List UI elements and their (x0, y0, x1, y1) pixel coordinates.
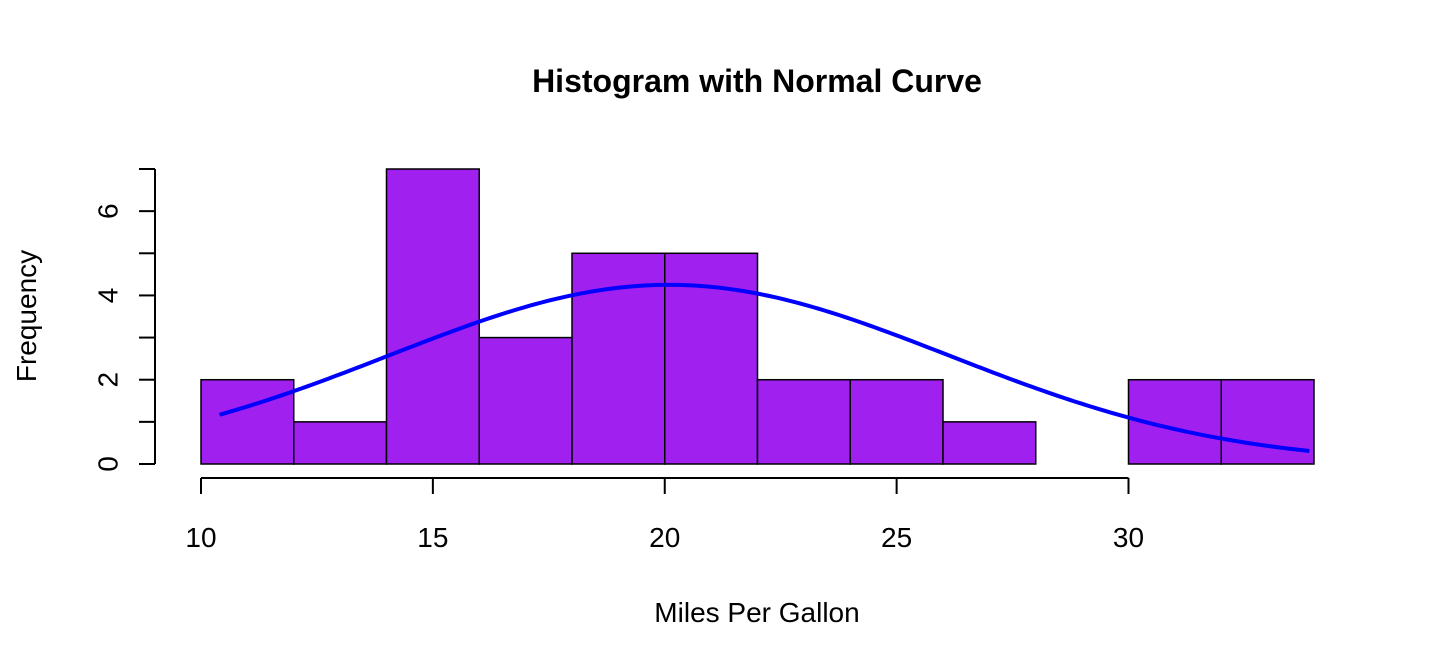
x-tick-label: 20 (649, 522, 680, 553)
y-axis-label: Frequency (11, 250, 42, 382)
y-tick-label: 6 (92, 203, 123, 219)
y-axis: 0 2 4 6 (92, 168, 156, 472)
x-tick-label: 10 (185, 522, 216, 553)
y-tick-label: 2 (92, 372, 123, 388)
x-axis-label: Miles Per Gallon (654, 597, 859, 628)
histogram-bar (385, 168, 480, 465)
histogram-bar (200, 378, 295, 465)
normal-curve (218, 282, 1310, 453)
chart-title: Histogram with Normal Curve (532, 63, 982, 99)
y-tick-label: 4 (92, 288, 123, 304)
x-tick-label: 25 (881, 522, 912, 553)
histogram-bar (849, 378, 944, 465)
histogram-bar (478, 336, 573, 465)
histogram-bars (200, 168, 1315, 465)
normal-curve-layer (218, 282, 1310, 453)
y-tick-label: 0 (92, 456, 123, 472)
x-tick-label: 30 (1113, 522, 1144, 553)
x-tick-label: 15 (417, 522, 448, 553)
histogram-bar (942, 421, 1037, 465)
x-axis: 10 15 20 25 30 (185, 477, 1144, 553)
histogram-bar (293, 421, 388, 465)
histogram-bar (756, 378, 851, 465)
